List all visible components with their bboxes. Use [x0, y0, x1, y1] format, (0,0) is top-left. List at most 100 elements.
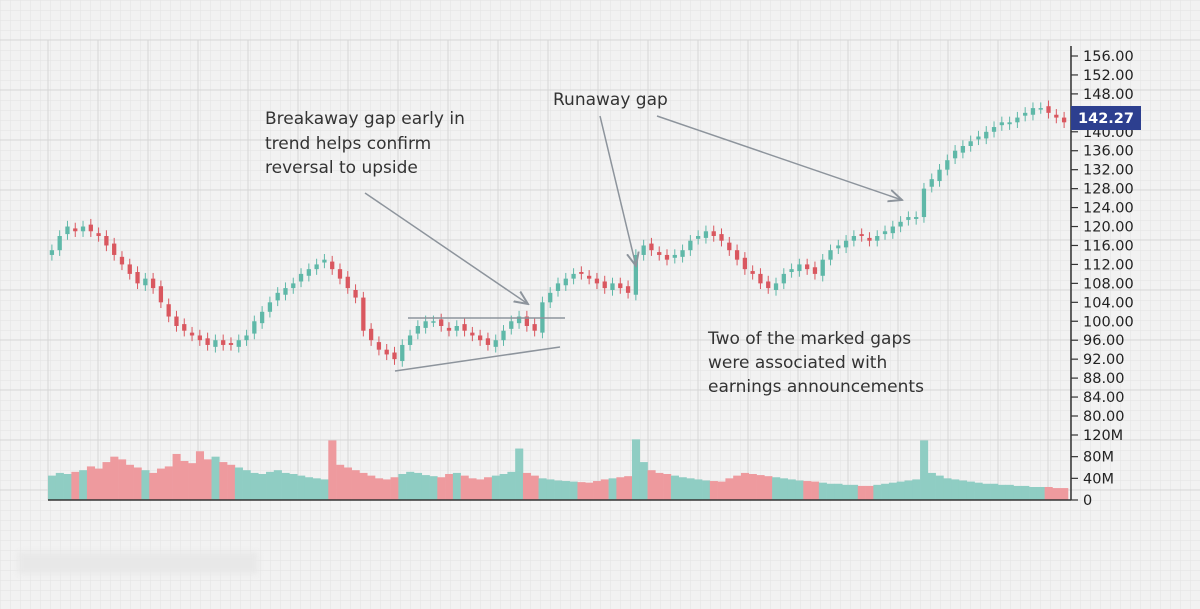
price-tick-label: 100.00	[1083, 314, 1134, 330]
volume-bar	[164, 466, 173, 500]
price-tick-label: 156.00	[1083, 49, 1134, 65]
volume-bar	[920, 440, 929, 500]
volume-bar	[507, 471, 516, 500]
candle-body	[470, 332, 475, 336]
candle-body	[968, 141, 973, 146]
candle-body	[1061, 117, 1067, 123]
volume-bar	[702, 480, 711, 500]
volume-bar	[779, 478, 788, 500]
volume-bar	[398, 474, 407, 500]
candle-body	[221, 340, 226, 345]
volume-bar	[873, 484, 882, 500]
candle-body	[1023, 112, 1028, 116]
price-tick-label: 108.00	[1083, 276, 1134, 292]
candle-body	[88, 224, 93, 232]
price-tick-label: 148.00	[1083, 87, 1134, 103]
volume-bar	[203, 459, 212, 500]
candle-body	[213, 340, 218, 347]
volume-bar	[935, 475, 944, 500]
blurred-caption	[18, 552, 258, 574]
volume-bar	[351, 470, 360, 500]
price-tick-label: 84.00	[1083, 390, 1125, 406]
candle-body	[415, 326, 420, 334]
volume-bar	[686, 478, 695, 500]
candle-body	[477, 335, 483, 341]
volume-bar	[1036, 487, 1045, 500]
candle-body	[641, 245, 646, 255]
candle-body	[291, 283, 296, 289]
candle-body	[781, 273, 786, 284]
candle-body	[602, 281, 607, 289]
candle-body	[112, 243, 117, 255]
volume-bar	[273, 470, 282, 500]
candle-body	[906, 217, 911, 220]
candle-body	[423, 321, 428, 328]
candle-body	[999, 122, 1004, 126]
candle-body	[859, 234, 864, 236]
candle-body	[361, 297, 366, 331]
candle-body	[267, 302, 273, 312]
support-line	[394, 346, 561, 372]
candle-body	[657, 252, 662, 255]
volume-bar	[141, 470, 150, 500]
last-price-tag-bg	[1071, 106, 1141, 130]
volume-bar	[499, 474, 508, 500]
volume-bar	[48, 475, 57, 500]
price-tick-label: 128.00	[1083, 182, 1134, 198]
candle-body	[189, 332, 195, 336]
volume-bar	[740, 472, 750, 500]
candle-body	[805, 264, 810, 270]
price-tick-label: 92.00	[1083, 352, 1125, 368]
price-tick-label: 124.00	[1083, 201, 1134, 217]
price-tick-label: 120.00	[1083, 220, 1134, 236]
price-tick-label: 104.00	[1083, 295, 1134, 311]
volume-bar	[94, 468, 103, 500]
candle-body	[158, 286, 164, 303]
candle-body	[633, 254, 639, 295]
volume-bar	[110, 456, 119, 500]
volume-bar	[725, 478, 734, 500]
volume-bar	[616, 477, 625, 500]
candle-body	[914, 217, 919, 219]
volume-bar	[382, 479, 391, 500]
volume-bar	[429, 476, 438, 500]
volume-tick-label: 120M	[1083, 428, 1123, 444]
candle-body	[135, 272, 140, 284]
runaway-note: Runaway gap	[553, 90, 668, 110]
volume-bar	[336, 464, 345, 500]
volume-bar	[1052, 488, 1061, 500]
candle-body	[984, 131, 989, 139]
candle-body	[104, 236, 109, 246]
volume-bar	[460, 475, 469, 500]
candle-body	[143, 278, 148, 286]
volume-bar	[647, 470, 656, 500]
volume-bar	[639, 462, 648, 500]
volume-bar	[530, 475, 539, 500]
candle-body	[524, 316, 529, 326]
volume-bar	[452, 472, 461, 500]
volume-bar	[896, 481, 905, 500]
candle-body	[127, 264, 132, 274]
candle-body	[384, 349, 389, 355]
volume-bar	[149, 472, 158, 500]
volume-bar	[881, 483, 890, 500]
candle-body	[306, 269, 311, 276]
volume-bar	[437, 477, 446, 500]
volume-bar	[990, 483, 999, 500]
volume-bar	[468, 478, 477, 500]
candle-body	[976, 136, 981, 140]
candle-body	[664, 254, 670, 260]
price-tick-label: 136.00	[1083, 144, 1134, 160]
candle-body	[57, 236, 62, 251]
volume-bar	[242, 470, 251, 500]
volume-bar	[281, 472, 290, 500]
candle-body	[571, 273, 576, 279]
volume-bar	[312, 478, 321, 500]
candle-body	[587, 275, 592, 279]
volume-bar	[849, 484, 859, 500]
candle-body	[812, 267, 818, 274]
candle-body	[493, 340, 498, 347]
volume-tick-label: 0	[1083, 493, 1092, 509]
volume-bar	[577, 482, 586, 500]
